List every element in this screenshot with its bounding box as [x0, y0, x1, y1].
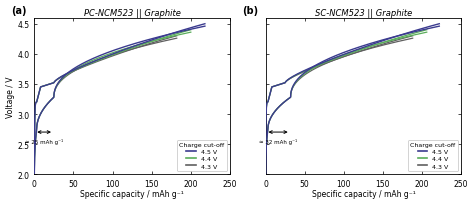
X-axis label: Specific capacity / mAh g⁻¹: Specific capacity / mAh g⁻¹: [311, 190, 415, 198]
Text: (a): (a): [11, 6, 27, 16]
Text: (b): (b): [242, 6, 258, 16]
Title: PC-NCM523 || Graphite: PC-NCM523 || Graphite: [84, 9, 181, 18]
Legend: 4.5 V, 4.4 V, 4.3 V: 4.5 V, 4.4 V, 4.3 V: [408, 140, 458, 171]
Y-axis label: Voltage / V: Voltage / V: [6, 76, 15, 117]
Title: SC-NCM523 || Graphite: SC-NCM523 || Graphite: [315, 9, 412, 18]
Text: ≈ 25 mAh g⁻¹: ≈ 25 mAh g⁻¹: [25, 138, 63, 144]
X-axis label: Specific capacity / mAh g⁻¹: Specific capacity / mAh g⁻¹: [80, 190, 184, 198]
Legend: 4.5 V, 4.4 V, 4.3 V: 4.5 V, 4.4 V, 4.3 V: [177, 140, 227, 171]
Text: ≈ 32 mAh g⁻¹: ≈ 32 mAh g⁻¹: [259, 138, 297, 144]
